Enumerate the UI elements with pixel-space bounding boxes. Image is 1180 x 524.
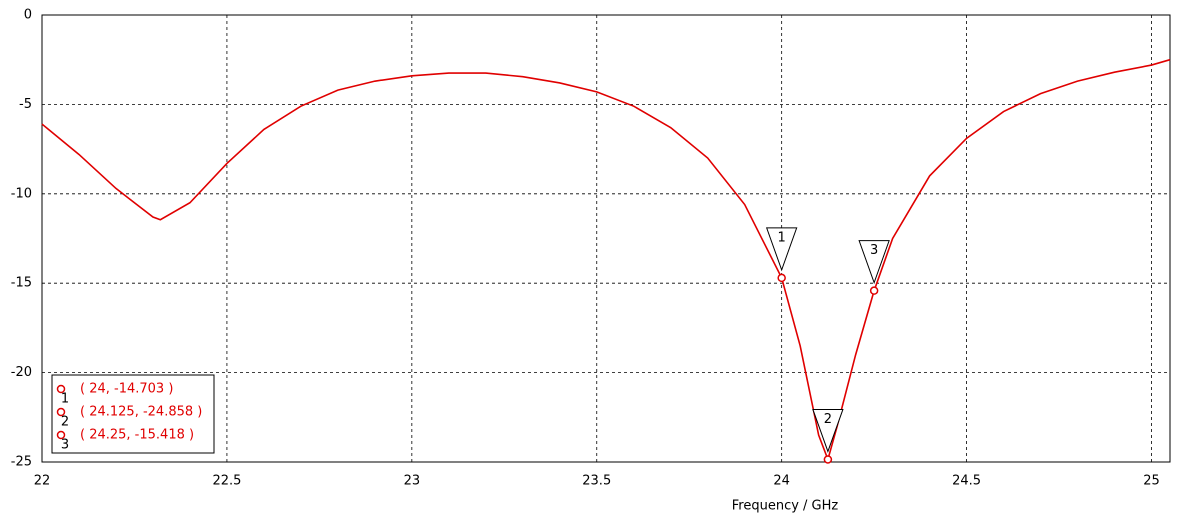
legend-text: ( 24.25, -15.418 ) xyxy=(80,428,194,443)
marker-point xyxy=(823,455,833,464)
legend-number: 3 xyxy=(61,438,69,453)
marker-label: 3 xyxy=(870,243,878,258)
marker-point xyxy=(869,286,879,295)
x-tick-label: 22.5 xyxy=(212,474,241,489)
legend-text: ( 24, -14.703 ) xyxy=(80,382,173,397)
x-tick-label: 24 xyxy=(773,474,790,489)
marker-point xyxy=(777,273,786,283)
marker-flag xyxy=(812,408,844,453)
x-axis-label: Frequency / GHz xyxy=(732,499,839,514)
legend-marker xyxy=(56,384,66,394)
x-tick-label: 24.5 xyxy=(952,474,981,489)
y-tick-label: -10 xyxy=(11,186,32,201)
x-tick-label: 22 xyxy=(34,474,51,489)
legend-marker xyxy=(56,430,66,440)
x-tick-label: 23.5 xyxy=(582,474,611,489)
legend-box xyxy=(51,374,215,454)
y-tick-label: -25 xyxy=(11,455,32,470)
marker-label: 1 xyxy=(778,230,786,245)
legend-marker xyxy=(56,407,66,417)
y-tick-label: -15 xyxy=(11,276,32,291)
legend-text: ( 24.125, -24.858 ) xyxy=(80,405,202,420)
marker-label: 2 xyxy=(824,412,832,427)
y-tick-label: -20 xyxy=(11,365,32,380)
legend-number: 2 xyxy=(61,415,69,430)
y-tick-label: 0 xyxy=(24,8,32,23)
x-tick-label: 25 xyxy=(1143,474,1160,489)
marker-flag xyxy=(858,240,890,285)
line xyxy=(41,58,1171,463)
legend-number: 1 xyxy=(61,392,69,407)
x-tick-label: 23 xyxy=(404,474,421,489)
marker-flag xyxy=(765,227,798,272)
y-tick-label: -5 xyxy=(19,97,32,112)
